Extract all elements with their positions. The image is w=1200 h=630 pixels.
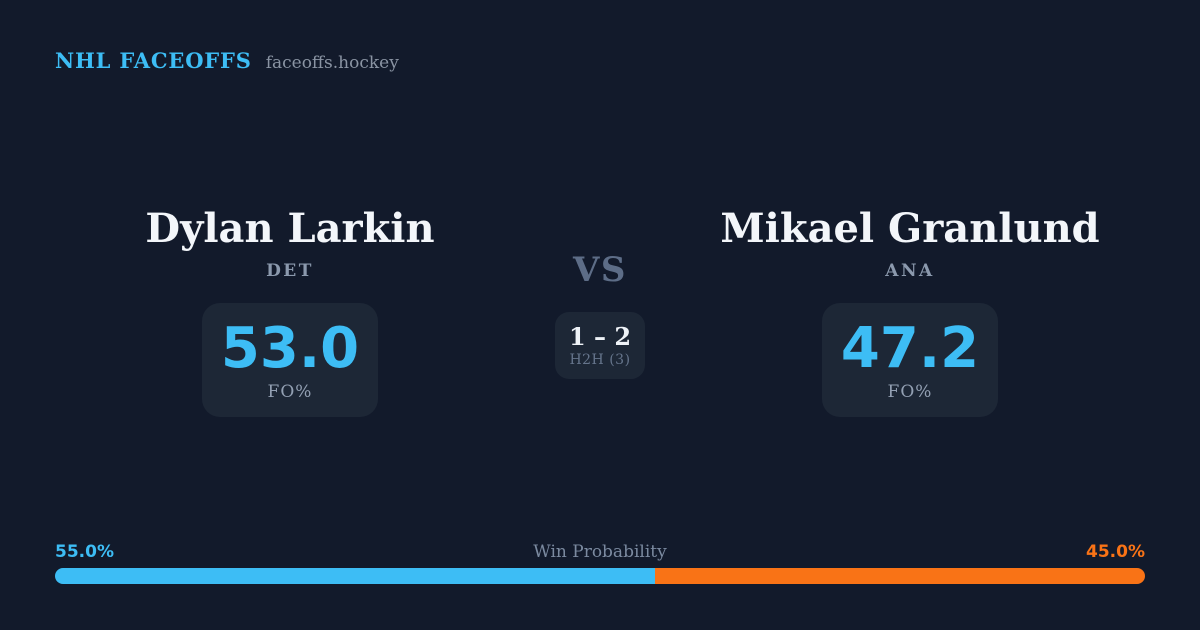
win-bar-right-segment — [654, 568, 1145, 584]
faceoff-pct-left: 53.0 — [220, 315, 360, 381]
faceoff-pct-label-right: FO% — [887, 381, 933, 402]
win-probability-title: Win Probability — [533, 542, 667, 562]
player-panel-left: Dylan Larkin DET 53.0 FO% — [50, 205, 530, 417]
win-bar-left-segment — [55, 568, 655, 584]
player-team-left: DET — [266, 261, 314, 281]
win-probability-labels: 55.0% Win Probability 45.0% — [55, 542, 1145, 562]
player-panel-right: Mikael Granlund ANA 47.2 FO% — [670, 205, 1150, 417]
head-to-head-score: 1 – 2 — [568, 322, 632, 351]
player-name-left: Dylan Larkin — [145, 205, 435, 252]
head-to-head-card: 1 – 2 H2H (3) — [555, 312, 645, 379]
vs-label: VS — [573, 250, 627, 290]
win-probability-bar — [55, 568, 1145, 584]
player-team-right: ANA — [885, 261, 935, 281]
faceoff-pct-label-left: FO% — [267, 381, 313, 402]
versus-panel: VS 1 – 2 H2H (3) — [500, 250, 700, 379]
faceoff-pct-right: 47.2 — [840, 315, 980, 381]
win-pct-left: 55.0% — [55, 542, 114, 562]
faceoff-stat-card-left: 53.0 FO% — [202, 303, 378, 417]
win-pct-right: 45.0% — [1086, 542, 1145, 562]
player-name-right: Mikael Granlund — [720, 205, 1100, 252]
faceoff-stat-card-right: 47.2 FO% — [822, 303, 998, 417]
brand-title: NHL FACEOFFS — [55, 48, 252, 73]
site-url: faceoffs.hockey — [265, 53, 399, 73]
head-to-head-label: H2H (3) — [569, 352, 631, 368]
header: NHL FACEOFFS faceoffs.hockey — [55, 48, 399, 73]
